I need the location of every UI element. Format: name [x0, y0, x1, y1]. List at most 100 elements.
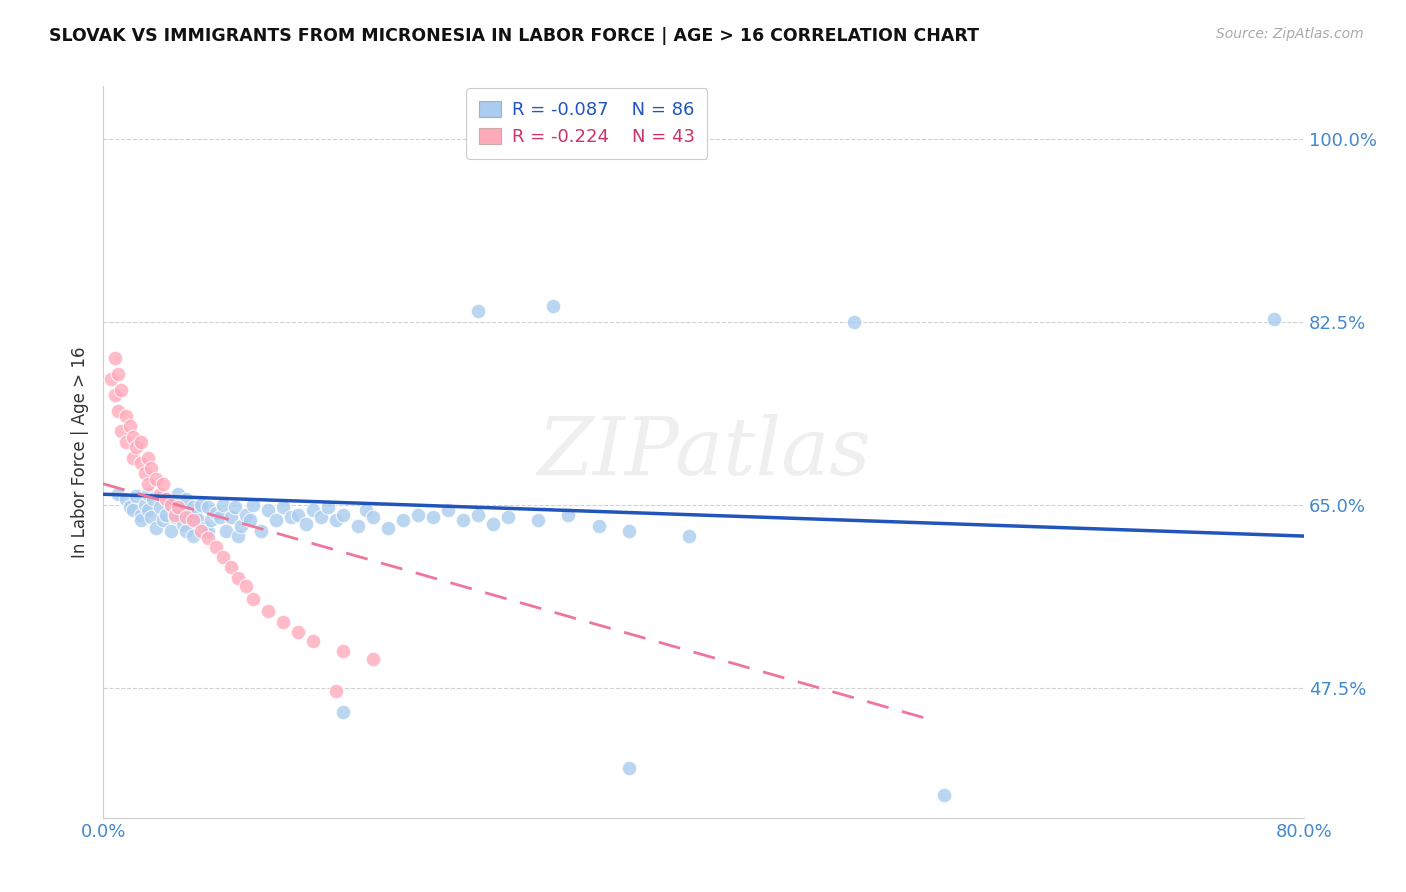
Point	[235, 579, 257, 593]
Point	[543, 299, 565, 313]
Point	[197, 500, 219, 514]
Point	[186, 508, 208, 523]
Point	[155, 508, 177, 523]
Point	[527, 513, 550, 527]
Point	[122, 503, 145, 517]
Point	[204, 540, 226, 554]
Point	[204, 506, 226, 520]
Point	[280, 510, 302, 524]
Point	[239, 513, 262, 527]
Point	[242, 498, 264, 512]
Point	[482, 516, 505, 531]
Point	[152, 476, 174, 491]
Point	[136, 450, 159, 465]
Point	[152, 489, 174, 503]
Point	[467, 508, 489, 523]
Point	[181, 529, 204, 543]
Point	[617, 524, 640, 538]
Point	[187, 513, 209, 527]
Point	[498, 510, 520, 524]
Point	[215, 524, 238, 538]
Point	[332, 705, 354, 719]
Point	[134, 467, 156, 481]
Point	[219, 560, 242, 574]
Point	[120, 500, 142, 514]
Point	[332, 508, 354, 523]
Point	[129, 513, 152, 527]
Point	[332, 644, 354, 658]
Point	[678, 529, 700, 543]
Point	[842, 315, 865, 329]
Text: ZIPatlas: ZIPatlas	[537, 414, 870, 491]
Point	[129, 434, 152, 449]
Point	[174, 492, 197, 507]
Point	[159, 498, 181, 512]
Point	[100, 372, 122, 386]
Point	[129, 456, 152, 470]
Point	[104, 388, 127, 402]
Point	[408, 508, 430, 523]
Point	[242, 591, 264, 606]
Point	[136, 487, 159, 501]
Point	[122, 430, 145, 444]
Point	[249, 524, 271, 538]
Point	[181, 513, 204, 527]
Point	[170, 500, 193, 514]
Point	[136, 476, 159, 491]
Point	[302, 503, 325, 517]
Point	[134, 498, 156, 512]
Point	[174, 510, 197, 524]
Point	[114, 434, 136, 449]
Point	[932, 789, 955, 803]
Point	[363, 652, 385, 666]
Point	[209, 510, 232, 524]
Point	[200, 513, 222, 527]
Point	[197, 524, 219, 538]
Point	[219, 510, 242, 524]
Point	[120, 419, 142, 434]
Point	[114, 492, 136, 507]
Point	[125, 440, 148, 454]
Point	[145, 471, 167, 485]
Point	[159, 524, 181, 538]
Legend: R = -0.087    N = 86, R = -0.224    N = 43: R = -0.087 N = 86, R = -0.224 N = 43	[467, 88, 707, 159]
Point	[325, 684, 347, 698]
Text: Source: ZipAtlas.com: Source: ZipAtlas.com	[1216, 27, 1364, 41]
Point	[179, 510, 201, 524]
Point	[149, 487, 172, 501]
Point	[287, 625, 309, 640]
Point	[107, 487, 129, 501]
Point	[136, 503, 159, 517]
Point	[181, 500, 204, 514]
Point	[145, 521, 167, 535]
Point	[172, 516, 194, 531]
Y-axis label: In Labor Force | Age > 16: In Labor Force | Age > 16	[72, 347, 89, 558]
Point	[110, 425, 132, 439]
Point	[165, 510, 187, 524]
Point	[125, 489, 148, 503]
Point	[437, 503, 460, 517]
Text: SLOVAK VS IMMIGRANTS FROM MICRONESIA IN LABOR FORCE | AGE > 16 CORRELATION CHART: SLOVAK VS IMMIGRANTS FROM MICRONESIA IN …	[49, 27, 979, 45]
Point	[141, 461, 163, 475]
Point	[167, 506, 190, 520]
Point	[159, 498, 181, 512]
Point	[377, 521, 399, 535]
Point	[107, 403, 129, 417]
Point	[174, 524, 197, 538]
Point	[110, 383, 132, 397]
Point	[197, 531, 219, 545]
Point	[212, 498, 235, 512]
Point	[224, 500, 246, 514]
Point	[129, 508, 152, 523]
Point	[194, 521, 217, 535]
Point	[104, 351, 127, 366]
Point	[363, 510, 385, 524]
Point	[557, 508, 579, 523]
Point	[149, 500, 172, 514]
Point	[257, 604, 280, 618]
Point	[141, 510, 163, 524]
Point	[264, 513, 287, 527]
Point	[354, 503, 377, 517]
Point	[287, 508, 309, 523]
Point	[318, 500, 340, 514]
